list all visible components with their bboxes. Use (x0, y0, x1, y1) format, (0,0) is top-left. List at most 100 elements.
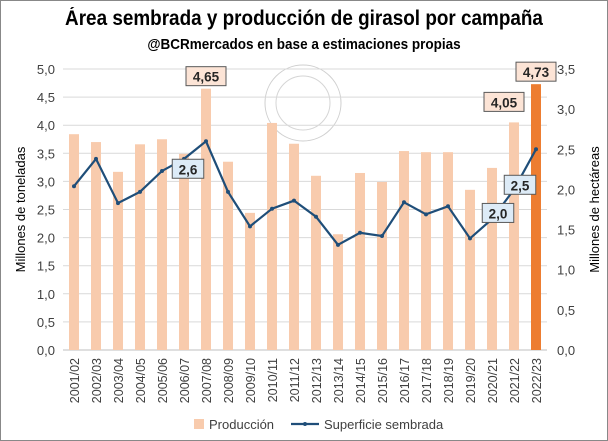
legend-label-superficie: Superficie sembrada (324, 417, 444, 432)
x-tick-label: 2003/04 (112, 358, 126, 403)
y2-tick-label: 0,0 (557, 343, 575, 358)
bar-produccion (333, 234, 343, 350)
point-superficie (336, 242, 340, 247)
y-tick-label: 1,5 (37, 259, 55, 274)
point-superficie (160, 168, 164, 173)
x-tick-label: 2015/16 (376, 358, 390, 403)
bar-produccion (267, 122, 277, 351)
bar-produccion (91, 142, 101, 350)
bar-produccion (69, 134, 79, 350)
bar-produccion (443, 152, 453, 350)
y2-tick-label: 0,5 (557, 303, 575, 318)
y-tick-label: 0,0 (37, 343, 55, 358)
data-label: 2,0 (489, 206, 508, 221)
y-tick-label: 3,0 (37, 174, 55, 189)
x-tick-label: 2012/13 (310, 358, 324, 403)
point-superficie (402, 200, 406, 205)
y-tick-label: 4,5 (37, 90, 55, 105)
point-superficie (314, 214, 318, 219)
point-superficie (534, 147, 538, 152)
point-superficie (468, 236, 472, 241)
point-superficie (138, 189, 142, 194)
bar-produccion (487, 167, 497, 350)
y-tick-label: 5,0 (37, 62, 55, 77)
y2-tick-label: 1,5 (557, 223, 575, 238)
point-superficie (94, 156, 98, 161)
bar-produccion (311, 175, 321, 350)
legend-swatch-produccion (194, 419, 204, 429)
x-tick-label: 2010/11 (266, 358, 280, 402)
bar-produccion (377, 181, 387, 350)
y2-tick-label: 2,5 (557, 142, 575, 157)
x-tick-label: 2022/23 (530, 358, 544, 403)
data-label-box (171, 158, 205, 179)
bar-produccion (245, 212, 255, 350)
x-tick-label: 2017/18 (420, 358, 434, 403)
x-tick-label: 2009/10 (244, 358, 258, 403)
y2-tick-label: 1,0 (557, 263, 575, 278)
bar-produccion (399, 151, 409, 350)
y2-tick-label: 3,0 (557, 102, 575, 117)
bar-produccion (355, 172, 365, 350)
x-tick-label: 2004/05 (134, 358, 148, 403)
point-superficie (424, 212, 428, 217)
bar-produccion (201, 88, 211, 351)
x-tick-label: 2020/21 (486, 358, 500, 403)
data-label: 2,6 (179, 162, 198, 177)
legend-marker-superficie (303, 422, 307, 426)
y-tick-label: 2,0 (37, 231, 55, 246)
watermark-seal (264, 64, 342, 142)
x-tick-label: 2008/09 (222, 358, 236, 403)
x-tick-label: 2001/02 (68, 358, 82, 403)
chart-title: Área sembrada y producción de girasol po… (65, 7, 543, 30)
data-label-box (185, 66, 227, 87)
y-tick-label: 2,5 (37, 203, 55, 218)
bar-produccion (135, 144, 145, 350)
y-tick-label: 4,0 (37, 118, 55, 133)
line-superficie (73, 139, 537, 247)
y-axis-label: Millones de toneladas (13, 146, 28, 272)
point-superficie (292, 198, 296, 203)
point-superficie (226, 189, 230, 194)
x-tick-label: 2014/15 (354, 358, 368, 403)
point-superficie (248, 224, 252, 229)
y2-tick-label: 3,5 (557, 62, 575, 77)
x-tick-label: 2021/22 (508, 358, 522, 403)
data-label-box (503, 174, 537, 195)
chart-subtitle: @BCRmercados en base a estimaciones prop… (147, 36, 461, 53)
data-label: 4,65 (193, 70, 220, 85)
legend-label-produccion: Producción (209, 417, 274, 432)
bar-produccion (509, 122, 519, 350)
data-label: 4,05 (491, 95, 518, 110)
data-label-box (515, 61, 557, 82)
bar-produccion (531, 84, 541, 350)
y-tick-label: 3,5 (37, 146, 55, 161)
point-superficie (72, 184, 76, 189)
data-label-box (481, 202, 515, 223)
y-tick-label: 0,5 (37, 315, 55, 330)
point-superficie (358, 230, 362, 235)
x-tick-label: 2005/06 (156, 358, 170, 403)
y2-tick-label: 2,0 (557, 182, 575, 197)
x-tick-label: 2018/19 (442, 358, 456, 403)
point-superficie (380, 233, 384, 238)
data-label: 2,5 (511, 178, 530, 193)
point-superficie (116, 201, 120, 206)
y2-axis-label: Millones de hectáreas (587, 146, 602, 273)
bar-produccion (113, 171, 123, 350)
x-tick-label: 2016/17 (398, 358, 412, 403)
x-tick-label: 2007/08 (200, 358, 214, 403)
point-superficie (446, 204, 450, 209)
data-label-box (483, 91, 525, 112)
x-tick-label: 2013/14 (332, 358, 346, 403)
data-label: 4,73 (523, 65, 550, 80)
bar-produccion (289, 143, 299, 350)
bar-produccion (223, 161, 233, 350)
x-tick-label: 2019/20 (464, 358, 478, 403)
x-tick-label: 2002/03 (90, 358, 104, 403)
x-tick-label: 2006/07 (178, 358, 192, 403)
x-tick-label: 2011/12 (288, 358, 302, 402)
point-superficie (204, 139, 208, 144)
